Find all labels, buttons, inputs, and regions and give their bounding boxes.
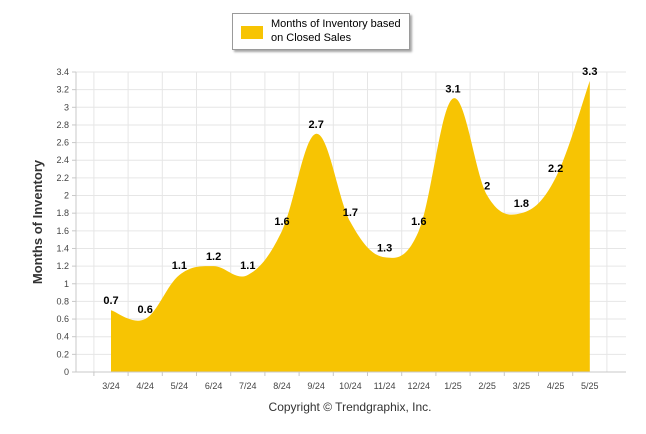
area-fill (111, 80, 590, 372)
data-label: 3.1 (445, 83, 460, 95)
y-tick-label: 3 (64, 102, 69, 112)
y-tick-label: 0.6 (56, 314, 69, 324)
x-tick-label: 1/25 (444, 381, 462, 391)
y-tick-label: 1 (64, 279, 69, 289)
y-axis-ticks: 0 0.2 0.4 0.6 0.8 1 1.2 1.4 1.6 1.8 2 2.2 2.4 2.6 2.8 3… (56, 67, 76, 377)
data-label: 1.6 (274, 216, 289, 228)
y-tick-label: 2.6 (56, 138, 69, 148)
x-tick-label: 12/24 (408, 381, 431, 391)
data-label: 1.7 (343, 207, 358, 219)
y-tick-label: 1.2 (56, 261, 69, 271)
x-tick-label: 7/24 (239, 381, 257, 391)
y-axis-title: Months of Inventory (30, 159, 45, 284)
data-label: 2.2 (548, 163, 563, 175)
y-tick-label: 2.2 (56, 173, 69, 183)
axes (75, 72, 626, 373)
data-label: 0.7 (103, 295, 118, 307)
x-tick-label: 11/24 (374, 381, 396, 391)
x-tick-label: 3/24 (102, 381, 120, 391)
data-label: 1.3 (377, 242, 392, 254)
x-tick-label: 6/24 (205, 381, 223, 391)
legend-swatch (241, 26, 263, 39)
y-tick-label: 3.2 (56, 85, 69, 95)
x-axis-ticks: 3/24 4/24 5/24 6/24 7/24 8/24 9/24 10/24 11/24 12… (93, 372, 599, 391)
y-tick-label: 2.4 (56, 155, 69, 165)
data-label: 2 (484, 181, 490, 193)
y-tick-label: 2 (64, 191, 69, 201)
data-label: 1.6 (411, 216, 426, 228)
data-label: 1.1 (172, 260, 187, 272)
data-labels: 0.7 0.6 1.1 1.2 1.1 1.6 2.7 1.7 1.3 1.6 3.1 2 1.8 2.2… (103, 66, 597, 316)
x-tick-label: 2/25 (478, 381, 496, 391)
x-tick-label: 9/24 (307, 381, 325, 391)
y-tick-label: 0.4 (56, 332, 69, 342)
legend: Months of Inventory based on Closed Sale… (232, 13, 410, 50)
data-label: 3.3 (582, 66, 597, 78)
data-label: 1.8 (514, 198, 529, 210)
x-tick-label: 4/25 (547, 381, 565, 391)
y-tick-label: 1.4 (56, 243, 69, 253)
y-tick-label: 0 (64, 367, 69, 377)
area-series (111, 80, 590, 372)
y-tick-label: 1.8 (56, 208, 69, 218)
y-tick-label: 3.4 (56, 67, 69, 77)
y-tick-label: 2.8 (56, 120, 69, 130)
data-label: 1.2 (206, 251, 221, 263)
y-tick-label: 0.2 (56, 349, 69, 359)
x-tick-label: 5/24 (171, 381, 189, 391)
x-tick-label: 10/24 (339, 381, 362, 391)
y-tick-label: 1.6 (56, 226, 69, 236)
data-label: 0.6 (138, 304, 153, 316)
copyright-text: Copyright © Trendgraphix, Inc. (268, 400, 432, 414)
x-tick-label: 5/25 (581, 381, 599, 391)
data-label: 1.1 (240, 260, 255, 272)
data-label: 2.7 (309, 119, 324, 131)
x-tick-label: 8/24 (273, 381, 291, 391)
y-tick-label: 0.8 (56, 296, 69, 306)
x-tick-label: 4/24 (136, 381, 154, 391)
legend-label: Months of Inventory based on Closed Sale… (271, 18, 401, 44)
x-tick-label: 3/25 (513, 381, 531, 391)
